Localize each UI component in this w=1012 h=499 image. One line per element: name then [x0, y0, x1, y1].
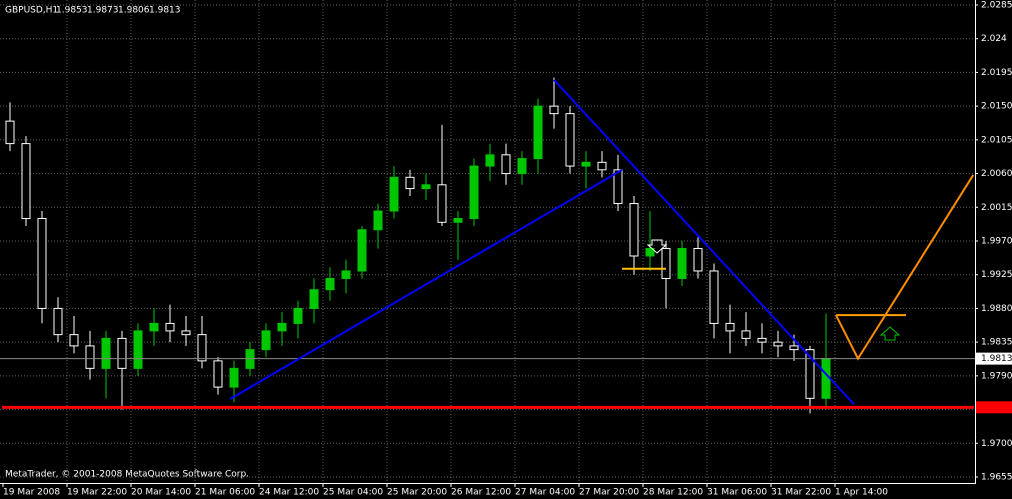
- candle-body: [133, 330, 143, 369]
- current-price-box: [976, 352, 1012, 365]
- candle-body: [757, 337, 767, 343]
- y-tick-label: 1.9790: [981, 371, 1012, 381]
- y-tick-label: 1.9700: [981, 439, 1012, 449]
- x-tick-label: 28 Mar 12:00: [643, 488, 703, 498]
- candle-body: [517, 158, 527, 175]
- candle-body: [421, 184, 431, 190]
- plot: [0, 0, 975, 483]
- y-tick-label: 2.0195: [981, 68, 1012, 78]
- candle-body: [661, 247, 671, 279]
- candle-body: [101, 337, 111, 369]
- trendline: [553, 79, 855, 406]
- candle-body: [789, 345, 799, 351]
- candle-body: [565, 113, 575, 167]
- candle-body: [549, 105, 559, 115]
- candle-body: [37, 218, 47, 309]
- quote-open: 1.9853: [56, 6, 88, 16]
- x-tick-label: 24 Mar 12:00: [259, 488, 319, 498]
- x-tick-label: 27 Mar 04:00: [515, 488, 575, 498]
- quote-low: 1.9806: [118, 6, 150, 16]
- candle-body: [693, 247, 703, 272]
- candle-body: [293, 307, 303, 324]
- candle-body: [149, 322, 159, 332]
- x-tick-label: 25 Mar 20:00: [387, 488, 447, 498]
- x-tick-label: 26 Mar 12:00: [451, 488, 511, 498]
- candle-body: [197, 334, 207, 362]
- candle-body: [85, 345, 95, 369]
- x-tick-label: 21 Mar 06:00: [195, 488, 255, 498]
- candle-body: [277, 322, 287, 332]
- candle-body: [261, 330, 271, 351]
- candle-body: [53, 307, 63, 336]
- candle-body: [213, 360, 223, 388]
- candle-body: [741, 330, 751, 339]
- candle-body: [709, 270, 719, 324]
- x-tick-label: 31 Mar 22:00: [771, 488, 831, 498]
- candle-body: [725, 322, 735, 332]
- candle-body: [5, 120, 15, 145]
- y-tick-label: 2.0105: [981, 135, 1012, 145]
- buy-arrow: [879, 326, 901, 341]
- y-tick-label: 2.0015: [981, 203, 1012, 213]
- x-tick-label: 25 Mar 04:00: [323, 488, 383, 498]
- candle-body: [805, 349, 815, 399]
- y-tick-label: 2.0150: [981, 102, 1012, 112]
- candle-body: [645, 247, 655, 257]
- candle-body: [325, 277, 335, 291]
- candle-body: [613, 169, 623, 205]
- candle-body: [229, 367, 239, 388]
- trendline: [229, 168, 623, 400]
- candle-body: [165, 322, 175, 332]
- candle-body: [181, 330, 191, 336]
- x-tick-label: 31 Mar 06:00: [707, 488, 767, 498]
- candle-body: [69, 334, 79, 347]
- candle-body: [581, 161, 591, 167]
- x-tick-label: 20 Mar 14:00: [131, 488, 191, 498]
- candle-body: [341, 270, 351, 279]
- candle-body: [389, 176, 399, 212]
- y-tick-label: 1.9655: [981, 473, 1012, 483]
- copyright: MetaTrader, © 2001-2008 MetaQuotes Softw…: [5, 470, 249, 480]
- x-tick-label: 1 Apr 14:00: [835, 488, 888, 498]
- candle-body: [773, 341, 783, 347]
- x-tick-label: 19 Mar 22:00: [67, 488, 127, 498]
- candle-body: [21, 143, 31, 220]
- candle-body: [501, 154, 511, 175]
- candle-body: [453, 218, 463, 223]
- candle-body: [533, 105, 543, 160]
- quote-close: 1.9813: [149, 6, 181, 16]
- level-price-box: [976, 401, 1012, 414]
- y-tick-label: 2.0285: [981, 1, 1012, 11]
- x-tick-label: 27 Mar 20:00: [579, 488, 639, 498]
- y-tick-label: 1.9925: [981, 270, 1012, 280]
- sell-arrow: [646, 239, 668, 254]
- candle-body: [597, 161, 607, 171]
- candle-body: [485, 154, 495, 167]
- y-tick-label: 2.0060: [981, 169, 1012, 179]
- y-tick-label: 1.9835: [981, 338, 1012, 348]
- candle-body: [117, 337, 127, 369]
- candle-body: [309, 289, 319, 309]
- y-tick-label: 1.9880: [981, 304, 1012, 314]
- y-tick-label: 2.024: [981, 34, 1007, 44]
- candle-body: [677, 247, 687, 279]
- candle-body: [405, 176, 415, 190]
- candle-body: [469, 165, 479, 220]
- candle-body: [629, 203, 639, 257]
- y-tick-label: 1.9970: [981, 237, 1012, 247]
- candle-body: [357, 229, 367, 272]
- quote-high: 1.9873: [87, 6, 119, 16]
- x-tick-label: 19 Mar 2008: [3, 488, 60, 498]
- current-price-label: 1.9813: [981, 354, 1012, 364]
- trendline: [835, 174, 975, 361]
- symbol: GBPUSD,H1: [5, 6, 58, 16]
- candle-body: [437, 184, 447, 223]
- candle-body: [373, 210, 383, 231]
